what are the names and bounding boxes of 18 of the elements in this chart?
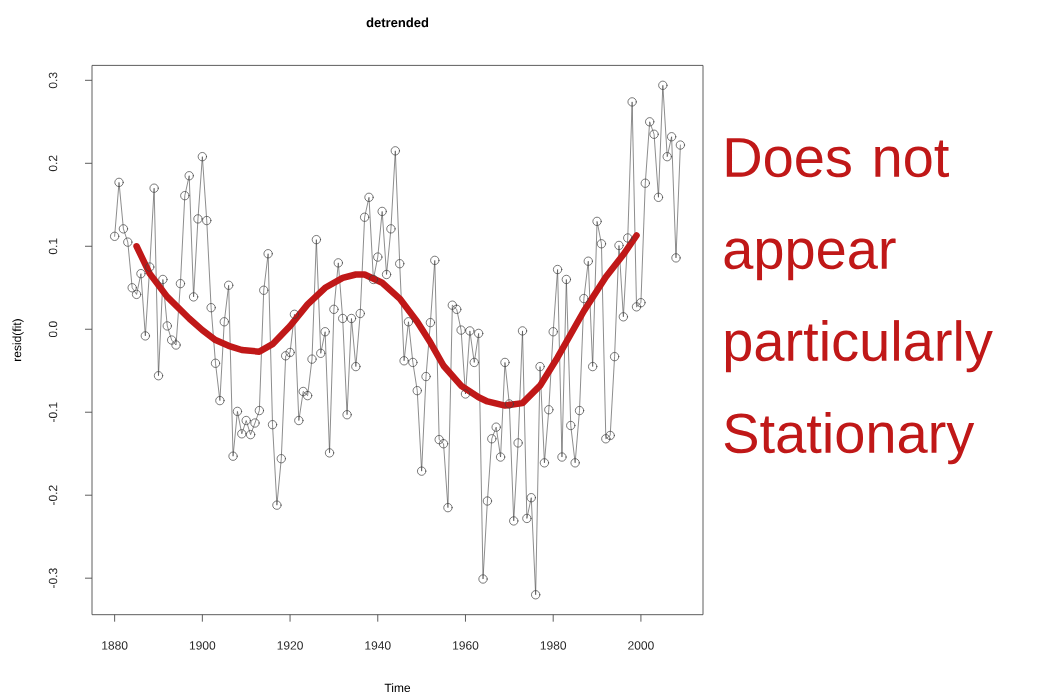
- x-tick-label: 1940: [365, 641, 391, 650]
- y-tick-label: -0.3: [48, 568, 58, 588]
- y-tick-label: 0.0: [48, 321, 58, 338]
- y-axis-title: resid(fit): [12, 319, 24, 361]
- x-tick-label: 1980: [540, 641, 567, 650]
- x-tick-label: 1880: [102, 641, 128, 650]
- chart-title: detrended: [366, 17, 429, 28]
- text: Does not appear particularly Stationary: [724, 138, 993, 465]
- y-tick-label: -0.1: [48, 402, 58, 423]
- y-tick-label: 0.3: [48, 72, 58, 89]
- y-tick-label: -0.2: [48, 485, 58, 506]
- x-tick-label: 1920: [277, 641, 303, 650]
- x-tick-label: 2000: [628, 641, 654, 650]
- y-tick-label: 0.2: [48, 155, 58, 172]
- x-tick-label: 1960: [453, 641, 479, 650]
- x-axis-title: Time: [384, 683, 411, 693]
- x-tick-label: 1900: [189, 641, 216, 650]
- y-tick-label: 0.1: [48, 238, 58, 255]
